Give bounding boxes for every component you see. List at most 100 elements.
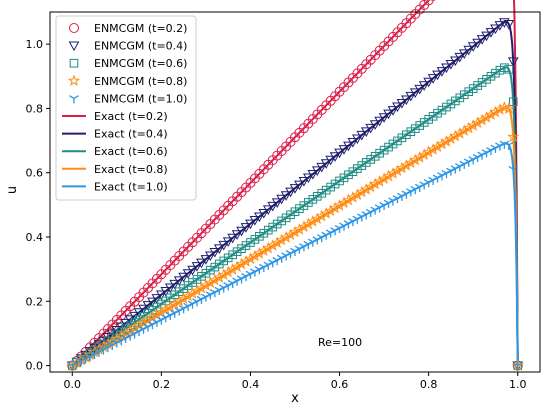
legend-label: Exact (t=0.6) [94, 145, 168, 158]
data-point [382, 169, 395, 182]
data-point [237, 244, 246, 253]
data-point [213, 271, 226, 283]
data-point [431, 140, 444, 153]
data-point [485, 28, 497, 38]
data-point [409, 88, 421, 98]
data-point [312, 191, 322, 201]
data-point [441, 63, 452, 74]
data-point [160, 286, 172, 297]
data-point [315, 209, 328, 222]
data-point [317, 188, 327, 198]
data-point [191, 262, 203, 272]
data-point [355, 185, 368, 198]
data-point [235, 257, 248, 270]
data-point [472, 38, 483, 49]
x-tick-label: 0.6 [331, 378, 349, 391]
data-point [388, 139, 398, 149]
data-point [415, 121, 425, 130]
x-tick-label: 0.4 [242, 378, 260, 391]
data-point [392, 102, 403, 113]
data-point [297, 220, 311, 233]
data-point [499, 18, 510, 28]
data-point [477, 78, 487, 87]
data-point [507, 130, 520, 143]
data-point [357, 161, 367, 170]
data-point [179, 284, 188, 293]
data-point [255, 231, 264, 241]
data-point [433, 108, 442, 118]
legend: ENMCGM (t=0.2) ENMCGM (t=0.4) ENMCGM (t=0.… [55, 15, 197, 201]
data-point [337, 196, 351, 209]
data-point [326, 182, 335, 192]
data-point [241, 241, 251, 250]
data-point [467, 42, 479, 52]
data-point [262, 205, 274, 216]
data-point [458, 49, 470, 59]
data-point [504, 64, 514, 74]
data-point [468, 84, 478, 93]
data-point [289, 184, 301, 194]
legend-marker-swatch [68, 41, 80, 52]
data-point [348, 167, 358, 177]
data-point [365, 123, 377, 134]
data-point [159, 303, 172, 315]
data-point [299, 201, 309, 210]
legend-label: ENMCGM (t=0.2) [94, 22, 187, 35]
data-point [495, 65, 505, 75]
data-point [178, 272, 189, 283]
data-point [150, 308, 164, 321]
legend-entry: ENMCGM (t=0.8) [67, 74, 187, 88]
axes: 0.0 0.2 0.4 0.6 0.8 1.0 0.0 0.2 0.4 0.6 0.8 1.0 [26, 11, 541, 391]
data-point [288, 225, 302, 238]
data-point [276, 194, 287, 205]
legend-entry: ENMCGM (t=1.0) [69, 92, 187, 105]
legend-entry: Exact (t=0.8) [62, 163, 168, 176]
data-point [366, 155, 376, 164]
data-point [281, 213, 291, 223]
y-tick-label: 0.8 [26, 102, 44, 115]
data-point [223, 253, 233, 263]
data-point [164, 300, 177, 313]
data-point [346, 191, 360, 203]
data-point [218, 240, 230, 251]
data-point [503, 19, 515, 30]
data-point [335, 176, 344, 186]
data-point [214, 259, 224, 269]
data-point [222, 265, 235, 278]
data-point [267, 201, 279, 212]
data-point [195, 281, 208, 294]
data-point [344, 170, 353, 180]
data-point [508, 97, 518, 107]
data-point [356, 130, 368, 141]
data-point [304, 198, 313, 207]
legend-label: ENMCGM (t=1.0) [94, 92, 187, 105]
data-point [374, 116, 385, 127]
y-axis-label: u [5, 186, 20, 194]
data-point [245, 219, 256, 230]
data-point [219, 256, 229, 266]
data-point [204, 276, 217, 289]
series-line-exact-t-0-6 [71, 66, 519, 367]
data-point [360, 183, 373, 195]
data-point [324, 204, 337, 217]
data-point [227, 233, 238, 244]
data-point [169, 279, 181, 290]
data-point [306, 215, 319, 227]
data-point [190, 284, 204, 297]
data-point [132, 319, 146, 331]
data-point [361, 158, 371, 167]
data-point [360, 127, 372, 138]
data-point [414, 84, 426, 95]
data-point [231, 230, 243, 240]
data-point [257, 244, 270, 257]
x-tick-label: 0.8 [420, 378, 438, 391]
data-point [93, 340, 105, 350]
data-point [424, 115, 433, 124]
data-point [222, 237, 234, 247]
data-point [119, 327, 132, 339]
data-point [205, 251, 216, 262]
legend-entry: Exact (t=0.4) [62, 128, 168, 141]
data-point [493, 103, 507, 115]
data-point [481, 31, 492, 42]
data-point [155, 305, 168, 318]
